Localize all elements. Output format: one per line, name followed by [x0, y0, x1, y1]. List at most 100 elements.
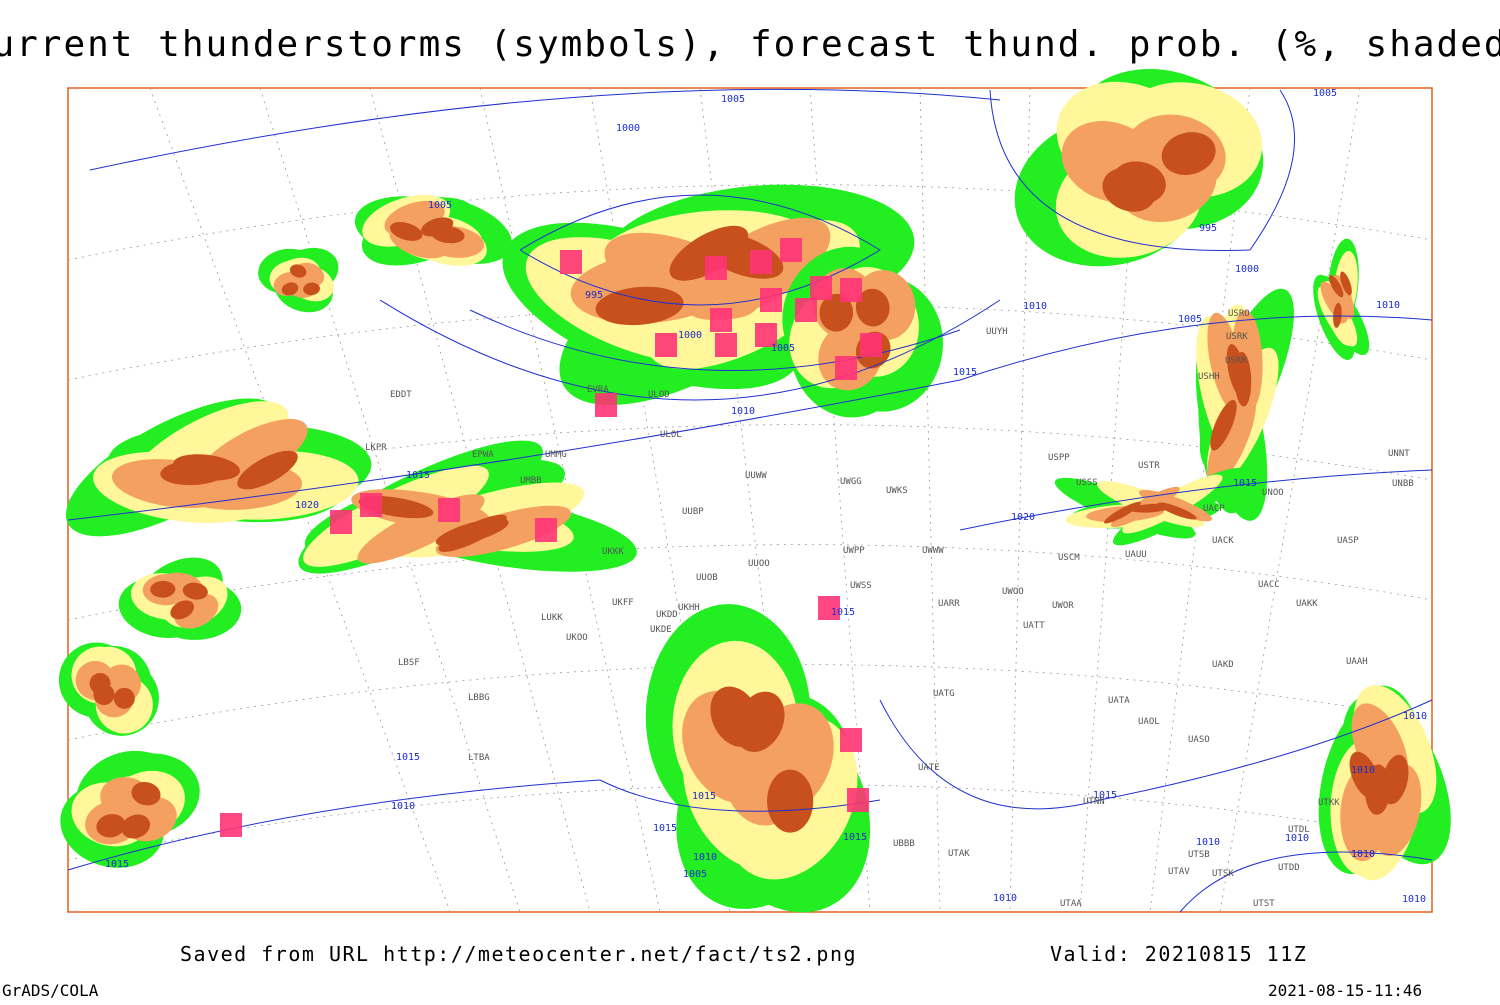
thunderstorm-symbol [595, 393, 617, 417]
station-label: UAUU [1125, 550, 1147, 560]
station-label: UATG [933, 689, 955, 699]
thunderstorm-symbol [360, 493, 382, 517]
station-label: UWOO [1002, 587, 1024, 597]
thunderstorm-symbol [705, 256, 727, 280]
isobar-label: 1015 [653, 823, 677, 834]
probability-shade [182, 582, 208, 600]
isobar [89, 88, 1001, 171]
probability-shade [767, 769, 814, 833]
thunderstorm-symbol [795, 298, 817, 322]
station-label: UACP [1203, 504, 1225, 514]
isobar-label: 1015 [396, 752, 420, 763]
isobar-label: 1015 [831, 607, 855, 618]
graticule [67, 544, 1433, 621]
thunderstorm-symbol [710, 308, 732, 332]
isobar [879, 699, 1433, 810]
station-label: UATA [1108, 696, 1130, 706]
probability-shade [237, 450, 298, 490]
isobar [1179, 851, 1433, 913]
title: Current thunderstorms (symbols), forecas… [0, 24, 1500, 65]
probability-shade [170, 600, 195, 620]
station-label: UNBB [1392, 479, 1414, 489]
station-label: LTBA [468, 753, 490, 763]
station-label: UAOL [1138, 717, 1160, 727]
station-label: UKDE [650, 625, 672, 635]
station-label: USHH [1198, 372, 1220, 382]
station-label: UWKS [886, 486, 908, 496]
station-label: UWPP [843, 546, 865, 556]
station-label: UUOB [696, 573, 718, 583]
station-label: UNOO [1262, 488, 1284, 498]
station-label: UUWW [745, 471, 767, 481]
isobar-label: 1015 [406, 470, 430, 481]
probability-shade [1226, 344, 1247, 398]
station-label: UWGG [840, 477, 862, 487]
isobar-label: 1010 [1023, 301, 1047, 312]
probability-shade [131, 781, 161, 806]
isobar-label: 1015 [1233, 478, 1257, 489]
probability-shade [431, 226, 465, 244]
probability-shade [389, 222, 423, 241]
station-label: UKDD [656, 610, 678, 620]
probability-shade [160, 459, 228, 486]
isobar-label: 1000 [678, 330, 702, 341]
probability-shade [1328, 275, 1344, 298]
isobar [67, 779, 881, 871]
station-label: USRK [1226, 332, 1248, 342]
thunderstorm-symbol [860, 333, 882, 357]
isobar [469, 309, 961, 371]
probability-shade [438, 514, 507, 552]
station-label: UMMG [545, 450, 567, 460]
thunderstorm-symbol [847, 788, 869, 812]
isobar-label: 1010 [693, 852, 717, 863]
thunderstorm-symbol [810, 276, 832, 300]
thunderstorm-symbol [715, 333, 737, 357]
thunderstorm-symbol [220, 813, 242, 837]
station-label: UTST [1253, 899, 1275, 909]
isobar-label: 1010 [1196, 837, 1220, 848]
station-label: USTR [1138, 461, 1160, 471]
station-label: UNNT [1388, 449, 1410, 459]
isobar-label: 1015 [953, 367, 977, 378]
isobar-label: 1005 [1178, 314, 1202, 325]
probability-shade [289, 264, 307, 278]
probability-shade [1139, 489, 1213, 522]
thunderstorm-symbol [840, 728, 862, 752]
station-label: USPP [1048, 453, 1070, 463]
isobar-label: 1015 [1093, 790, 1117, 801]
probability-shade [855, 288, 890, 327]
isobar-label: 1010 [1402, 894, 1426, 905]
isobar-label: 1005 [721, 94, 745, 105]
station-label: UUOO [748, 559, 770, 569]
station-label: UMBB [520, 476, 542, 486]
isobar [379, 299, 1001, 401]
map-layers: 1005 1000 1005 995 1000 1005 1010 1015 1020 1015 1… [58, 68, 1451, 913]
station-label: UBBB [893, 839, 915, 849]
thunderstorm-symbol [760, 288, 782, 312]
station-label: UATT [1023, 621, 1045, 631]
footer-timestamp: 2021-08-15-11:46 [1268, 981, 1422, 1000]
probability-shade [1207, 391, 1257, 486]
station-label: LUKK [541, 613, 563, 623]
station-label: EDDT [390, 390, 412, 400]
isobar-label: 1010 [391, 801, 415, 812]
station-label: UATE [918, 763, 940, 773]
station-label: UACC [1258, 580, 1280, 590]
station-label: UASO [1188, 735, 1210, 745]
isobar [519, 194, 881, 306]
station-label: EVRA [587, 385, 609, 395]
station-label: UAKK [1296, 599, 1318, 609]
station-label: LBSF [398, 658, 420, 668]
thunderstorm-symbol [840, 278, 862, 302]
station-label: UTDL [1288, 825, 1310, 835]
isobar-label: 1005 [683, 869, 707, 880]
station-label: UWWW [922, 546, 944, 556]
probability-shade [1111, 161, 1166, 204]
probability-shade [1104, 501, 1141, 524]
thunderstorm-symbol [655, 333, 677, 357]
station-label: UKFF [612, 598, 634, 608]
station-label: LBBG [468, 693, 490, 703]
thunderstorm-symbol [750, 250, 772, 274]
station-label: UKOO [566, 633, 588, 643]
